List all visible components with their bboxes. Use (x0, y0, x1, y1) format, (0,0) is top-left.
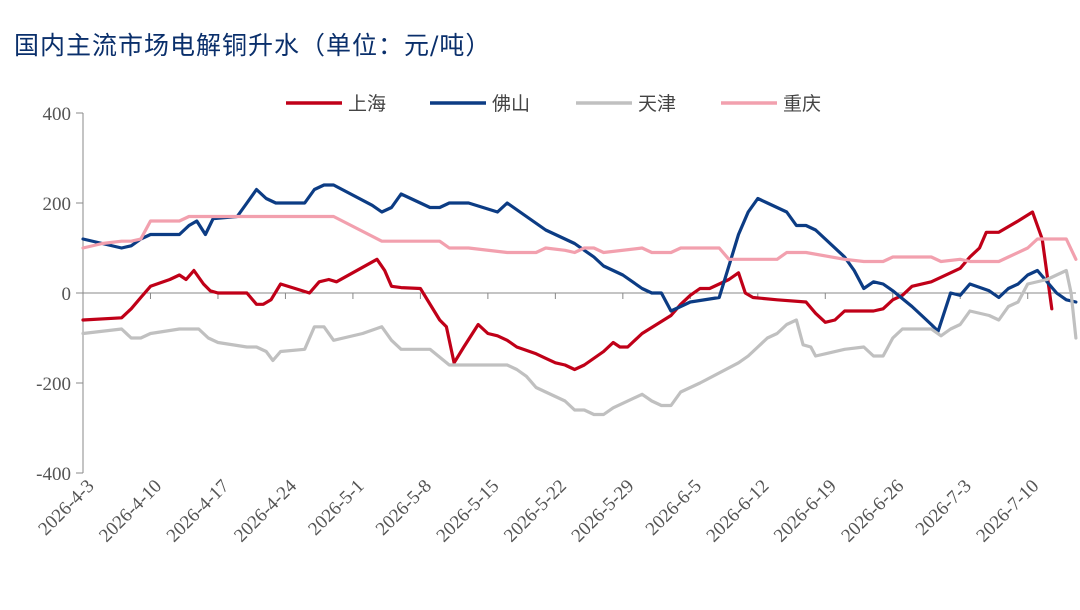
x-tick-label: 2026-4-3 (34, 476, 98, 540)
x-tick-label: 2026-5-1 (304, 476, 368, 540)
x-tick-label: 2026-5-8 (372, 476, 436, 540)
legend-label: 重庆 (783, 93, 821, 115)
legend-label: 上海 (348, 93, 386, 115)
y-axis-tick-labels: 400 200 0 -200 -400 (36, 104, 71, 485)
x-tick-label: 2026-6-5 (642, 476, 706, 540)
chart-title: 国内主流市场电解铜升水（单位：元/吨） (14, 31, 492, 60)
y-tick-label: 200 (43, 194, 72, 215)
series-line-4 (81, 214, 1078, 264)
x-tick-label: 2026-6-19 (770, 476, 841, 547)
legend-label: 佛山 (492, 93, 530, 115)
x-tick-label: 2026-5-22 (500, 476, 571, 547)
x-tick-label: 2026-7-3 (912, 476, 976, 540)
series-line-3 (81, 268, 1078, 417)
x-tick-label: 2026-5-15 (433, 476, 504, 547)
y-tick-label: 0 (62, 284, 72, 305)
series-line-1 (81, 210, 1054, 372)
series-lines (81, 183, 1078, 417)
series-line-2 (81, 183, 1078, 333)
x-tick-label: 2026-7-10 (972, 476, 1043, 547)
x-tick-label: 2026-6-26 (837, 476, 908, 547)
x-tick-label: 2026-4-17 (163, 476, 234, 547)
y-tick-label: 400 (43, 104, 72, 125)
legend-label: 天津 (638, 93, 676, 115)
y-tick-label: -400 (36, 464, 71, 485)
x-tick-label: 2026-6-12 (703, 476, 774, 547)
legend: 上海 佛山 天津 重庆 (286, 93, 821, 115)
y-tick-label: -200 (36, 374, 71, 395)
x-tick-label: 2026-4-24 (230, 475, 301, 546)
x-tick-label: 2026-4-10 (95, 476, 166, 547)
x-tick-label: 2026-5-29 (568, 476, 639, 547)
